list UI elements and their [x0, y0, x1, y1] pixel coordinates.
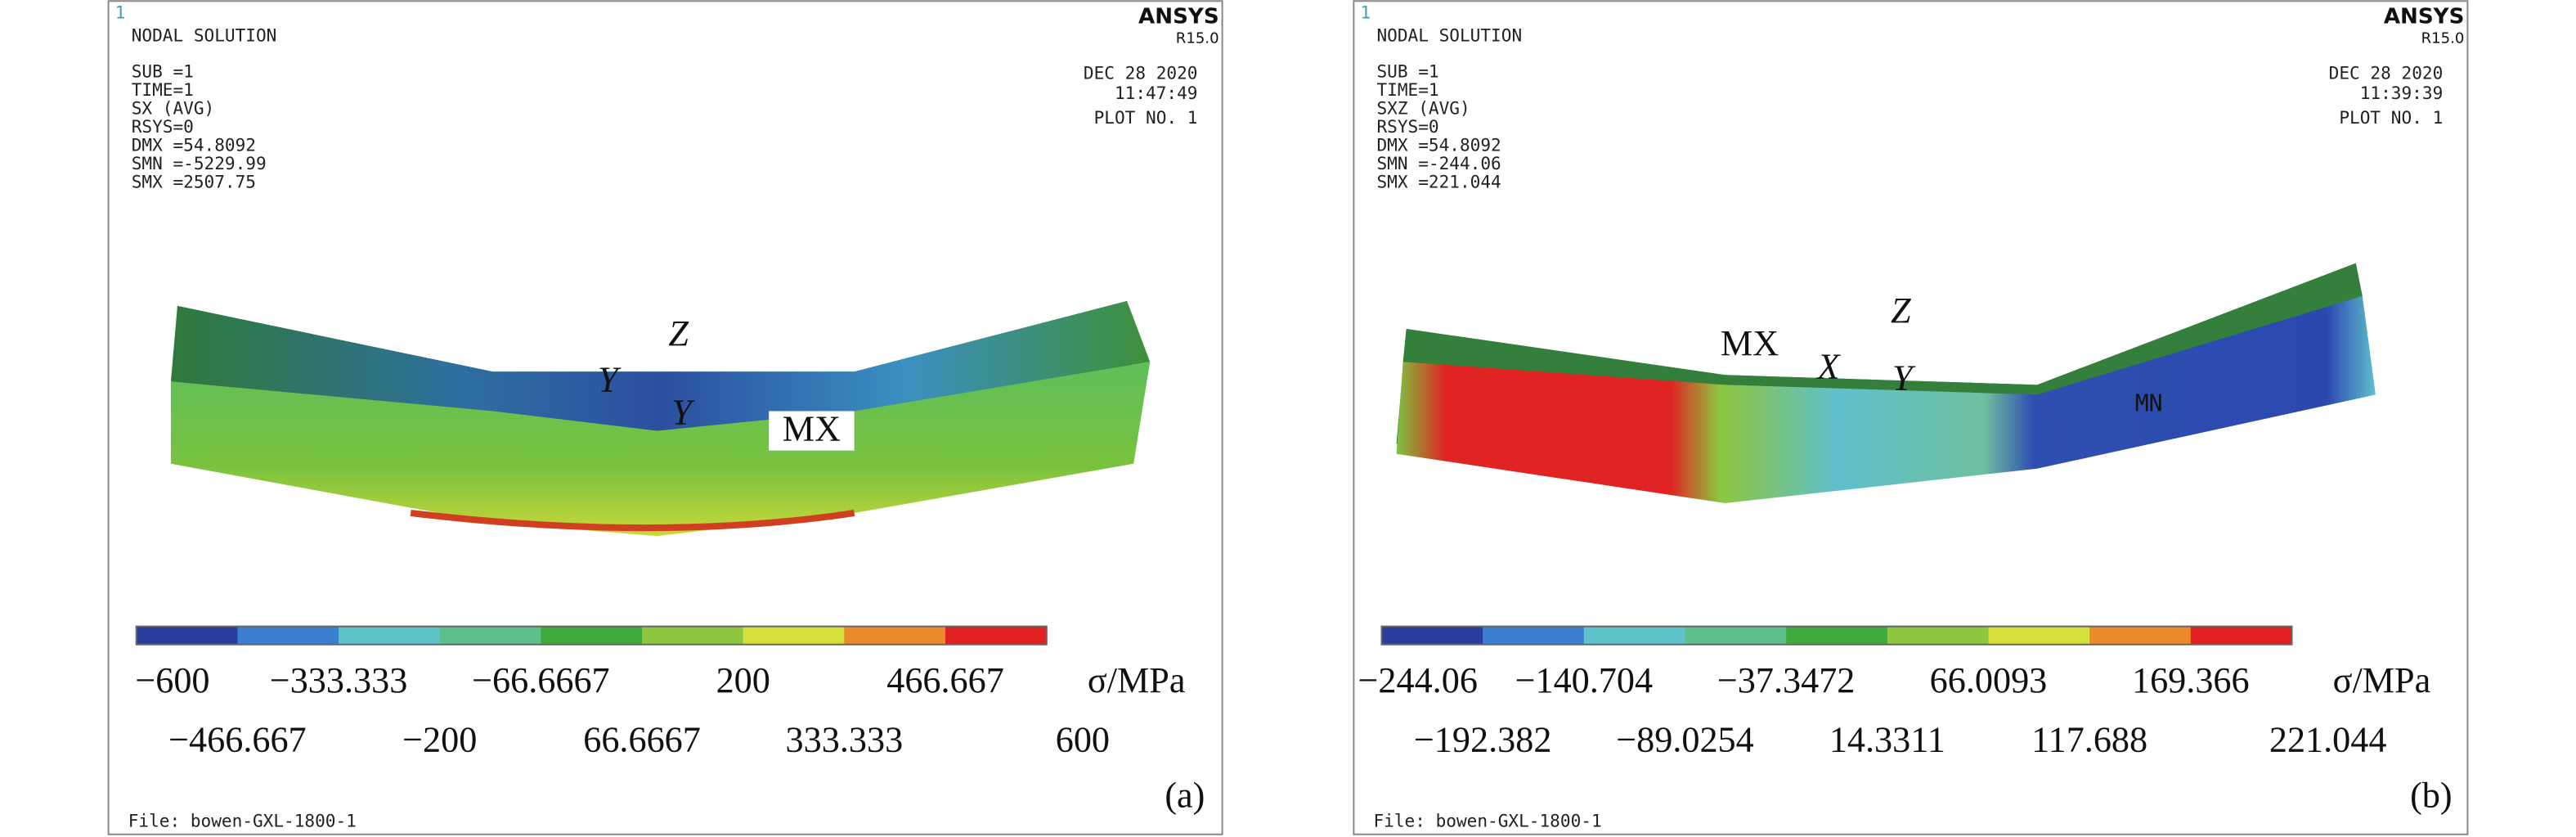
scale-swatch	[1988, 626, 2091, 645]
annotation: MX	[1721, 323, 1779, 363]
panel-frames	[107, 0, 2469, 835]
version: R15.0	[1176, 29, 1219, 47]
scale-swatch	[743, 626, 846, 645]
info-line: DMX =54.8092	[1376, 135, 1501, 155]
version: R15.0	[2421, 29, 2465, 47]
annotation: Y	[671, 393, 695, 433]
scale-frame	[135, 625, 1048, 646]
plot-number: PLOT NO. 1	[1094, 107, 1198, 128]
info-line: SUB =1	[132, 61, 194, 82]
scale-label: 200	[716, 660, 770, 700]
scale-label: −600	[135, 660, 209, 700]
date: DEC 28 2020	[2329, 63, 2444, 83]
beam-top	[170, 300, 1151, 431]
scale-swatch	[1786, 626, 1888, 645]
scale-swatch	[439, 626, 542, 645]
info-line: TIME=1	[1376, 79, 1438, 100]
info-line: SMX =221.044	[1376, 172, 1501, 192]
corner-number: 1	[1360, 2, 1371, 22]
scale-swatch	[2190, 626, 2293, 645]
brand: ANSYS	[1138, 4, 1219, 29]
annotation: MX	[783, 409, 841, 449]
header: NODAL SOLUTION	[132, 25, 277, 45]
scale-swatch	[237, 626, 340, 645]
scale-label: −466.667	[168, 719, 307, 759]
beam-top	[1402, 263, 2363, 395]
date: DEC 28 2020	[1084, 63, 1198, 83]
scale-label: 14.3311	[1829, 719, 1945, 759]
time: 11:39:39	[2360, 83, 2444, 103]
annotation-box	[769, 411, 855, 451]
scale-label: −140.704	[1515, 660, 1654, 700]
header: NODAL SOLUTION	[1376, 25, 1522, 45]
scale-label: −37.3472	[1717, 660, 1856, 700]
time: 11:47:49	[1115, 83, 1198, 103]
unit: σ/MPa	[1088, 660, 1186, 700]
scale-label: −333.333	[270, 660, 408, 700]
beam-side	[170, 362, 1151, 537]
annotation: Z	[668, 313, 689, 353]
info-line: SXZ (AVG)	[1376, 98, 1470, 119]
panel-frame	[1353, 0, 2469, 835]
corner-number: 1	[115, 2, 126, 22]
info-line: RSYS=0	[1376, 116, 1438, 137]
scale-label: −89.0254	[1616, 719, 1754, 759]
scale-swatch	[945, 626, 1048, 645]
panel-tag: (a)	[1165, 776, 1205, 816]
scale-swatch	[2089, 626, 2192, 645]
panel-tag: (b)	[2410, 776, 2453, 816]
scale-label: 221.044	[2269, 719, 2387, 759]
info-line: DMX =54.8092	[132, 135, 256, 155]
scale-swatch	[1483, 626, 1585, 645]
scale-swatch	[844, 626, 947, 645]
info-line: SMN =-244.06	[1376, 153, 1501, 173]
scale-label: −244.06	[1358, 660, 1477, 700]
info-line: SMN =-5229.99	[132, 153, 267, 173]
scale-swatch	[1685, 626, 1788, 645]
beam-b	[1396, 263, 2376, 503]
scale-label: 66.6667	[583, 719, 701, 759]
unit: σ/MPa	[2333, 660, 2431, 700]
file-name: File: bowen-GXL-1800-1	[1373, 811, 1601, 831]
scale-label: 117.688	[2031, 719, 2147, 759]
annotation: Z	[1891, 290, 1911, 331]
annotation: Y	[598, 359, 622, 399]
scale-swatch	[541, 626, 644, 645]
scale-label: 600	[1056, 719, 1110, 759]
scale-label: −192.382	[1414, 719, 1552, 759]
info-line: SX (AVG)	[132, 98, 215, 119]
info-line: TIME=1	[132, 79, 194, 100]
annotation: MN	[2135, 389, 2163, 416]
panel-frame	[107, 0, 1223, 835]
brand: ANSYS	[2384, 4, 2465, 29]
scale-swatch	[1381, 626, 1484, 645]
annotation: X	[1815, 346, 1841, 386]
beam-a	[170, 300, 1151, 537]
scale-frame	[1380, 625, 2293, 646]
beam-side	[1396, 295, 2376, 503]
file-name: File: bowen-GXL-1800-1	[128, 811, 357, 831]
beam-edge	[410, 510, 855, 532]
scale-swatch	[136, 626, 239, 645]
scale-swatch	[1583, 626, 1686, 645]
info-line: SMX =2507.75	[132, 172, 256, 192]
scale-label: −66.6667	[472, 660, 610, 700]
scale-swatch	[1887, 626, 1990, 645]
info-line: SUB =1	[1376, 61, 1438, 82]
scale-label: 466.667	[886, 660, 1004, 700]
scale-label: 333.333	[786, 719, 904, 759]
scale-label: 169.366	[2132, 660, 2250, 700]
plot-number: PLOT NO. 1	[2339, 107, 2443, 128]
info-line: RSYS=0	[132, 116, 194, 137]
scale-label: −200	[402, 719, 477, 759]
scale-swatch	[339, 626, 441, 645]
scale-label: 66.0093	[1930, 660, 2048, 700]
annotation: Y	[1892, 358, 1916, 398]
scale-swatch	[642, 626, 744, 645]
